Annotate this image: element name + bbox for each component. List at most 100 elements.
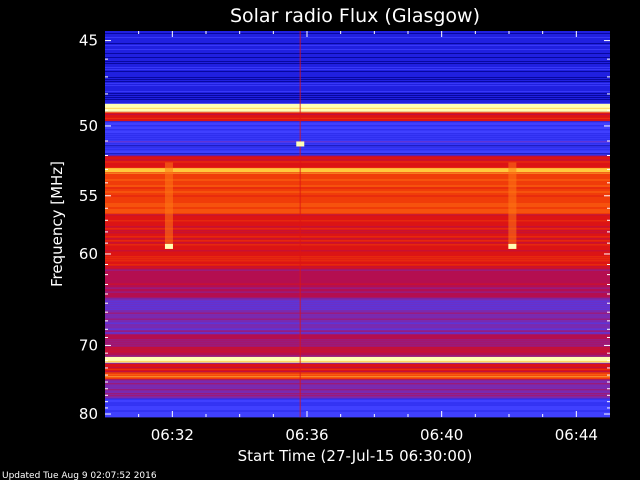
spectrogram-row <box>105 55 610 56</box>
x-axis: 06:32 06:36 06:40 06:44 <box>138 31 598 444</box>
spectrogram-row <box>105 121 610 123</box>
spectrogram-row <box>105 330 610 332</box>
spectrogram-row <box>105 269 610 271</box>
spectrogram-row <box>105 232 610 234</box>
spectrogram-row <box>105 410 610 412</box>
spectrogram-row <box>105 207 610 209</box>
spectrogram-row <box>105 71 610 72</box>
spectrogram-row <box>105 285 610 287</box>
spectrogram-row <box>105 81 610 82</box>
spectrogram-row <box>105 35 610 36</box>
spectrogram-row <box>105 298 610 300</box>
burst-spot <box>508 243 517 249</box>
spectrogram-row <box>105 161 610 163</box>
spectrogram-row <box>105 378 610 380</box>
spectrogram-row <box>105 408 610 410</box>
plot-area <box>105 31 610 418</box>
spectrogram-row <box>105 355 610 357</box>
spectrogram-row <box>105 347 610 349</box>
spectrogram-row <box>105 203 610 205</box>
spectrogram-row <box>105 149 610 151</box>
spectrogram-row <box>105 256 610 258</box>
spectrogram-row <box>105 275 610 277</box>
spectrogram-row <box>105 222 610 224</box>
spectrogram-row <box>105 385 610 387</box>
spectrogram-row <box>105 406 610 408</box>
spectrogram-row <box>105 57 610 58</box>
spectrogram-row <box>105 310 610 312</box>
spectrogram-row <box>105 318 610 320</box>
spectrogram-row <box>105 353 610 355</box>
spectrogram-row <box>105 416 610 418</box>
spectrogram-row <box>105 107 610 109</box>
spectrogram-row <box>105 395 610 397</box>
spectrogram-row <box>105 254 610 256</box>
spectrogram-row <box>105 402 610 404</box>
spectrogram-row <box>105 214 610 216</box>
spectrogram-row <box>105 141 610 143</box>
spectrogram-row <box>105 213 610 215</box>
spectrogram-row <box>105 264 610 266</box>
spectrogram-row <box>105 117 610 119</box>
spectrogram-row <box>105 324 610 326</box>
spectrogram-row <box>105 379 610 381</box>
spectrogram-row <box>105 170 610 172</box>
spectrogram-row <box>105 127 610 129</box>
y-tick-label: 80 <box>79 405 98 423</box>
spectrogram-row <box>105 279 610 281</box>
spectrogram-row <box>105 366 610 368</box>
spectrogram-row <box>105 258 610 260</box>
spectrogram-row <box>105 252 610 254</box>
spectrogram-row <box>105 139 610 141</box>
spectrogram-row <box>105 129 610 131</box>
spectrogram-row <box>105 260 610 262</box>
spectrogram-row <box>105 220 610 222</box>
updated-timestamp: Updated Tue Aug 9 02:07:52 2016 <box>2 471 157 480</box>
spectrogram-row <box>105 143 610 145</box>
spectrogram-row <box>105 185 610 187</box>
spectrogram-row <box>105 372 610 374</box>
spectrogram-row <box>105 339 610 341</box>
spectrogram-row <box>105 244 610 246</box>
spectrogram-row <box>105 306 610 308</box>
spectrogram-row <box>105 153 610 155</box>
spectrogram-row <box>105 281 610 283</box>
frequency-band <box>105 333 610 357</box>
spectrogram-row <box>105 397 610 399</box>
spectrogram-row <box>105 277 610 279</box>
spectrogram-row <box>105 189 610 191</box>
spectrogram-row <box>105 320 610 322</box>
spectrogram-row <box>105 175 610 177</box>
spectrogram-row <box>105 398 610 400</box>
spectrogram-row <box>105 345 610 347</box>
spectrogram-row <box>105 381 610 383</box>
spectrogram-features <box>164 31 517 417</box>
spectrogram-row <box>105 230 610 232</box>
spectrogram-row <box>105 67 610 68</box>
spectrogram-row <box>105 85 610 86</box>
spectrogram-row <box>105 191 610 193</box>
spectrogram-row <box>105 312 610 314</box>
spectrogram-row <box>105 364 610 366</box>
spectrogram-row <box>105 131 610 133</box>
spectrogram-row <box>105 49 610 50</box>
spectrogram-row <box>105 75 610 76</box>
spectrogram-row <box>105 93 610 94</box>
spectrogram-row <box>105 240 610 242</box>
burst-spot <box>164 243 173 249</box>
spectrogram-row <box>105 97 610 98</box>
spectrogram-row <box>105 163 610 165</box>
spectrogram-row <box>105 165 610 167</box>
spectrogram-row <box>105 201 610 203</box>
spectrogram-row <box>105 61 610 62</box>
spectrogram-row <box>105 65 610 66</box>
spectrogram-row <box>105 414 610 416</box>
spectrogram-row <box>105 236 610 238</box>
spectrogram-row <box>105 343 610 345</box>
y-tick-label: 60 <box>79 245 98 263</box>
spectrogram-row <box>105 69 610 70</box>
spectrogram-row <box>105 268 610 270</box>
spectrogram-row <box>105 183 610 185</box>
spectrogram-row <box>105 145 610 147</box>
